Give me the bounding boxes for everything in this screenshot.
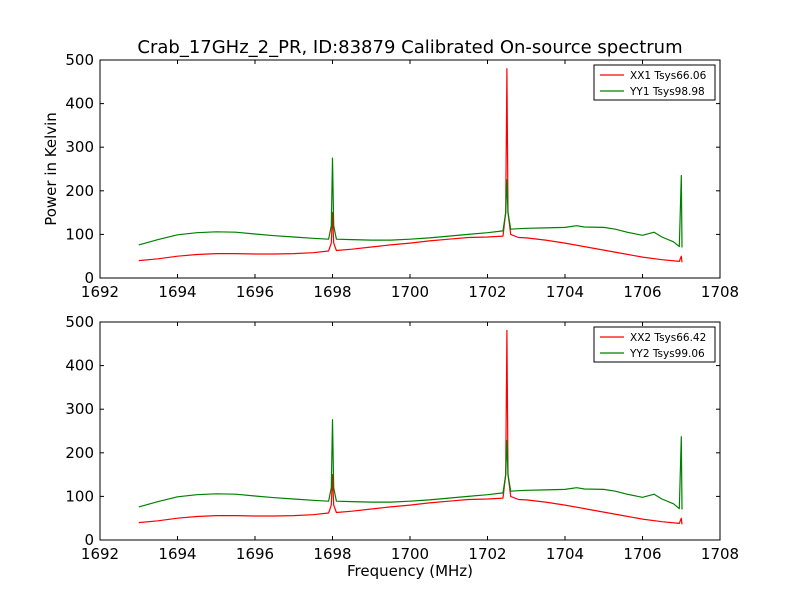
x-tick-label: 1694 [158, 545, 196, 563]
chart-title: Crab_17GHz_2_PR, ID:83879 Calibrated On-… [137, 37, 682, 58]
series-line-xx1 [138, 68, 683, 263]
x-tick-label: 1708 [701, 545, 739, 563]
series-line-yy1 [138, 157, 683, 248]
y-tick-label: 300 [65, 138, 94, 156]
x-tick-label: 1698 [313, 283, 351, 301]
x-tick-label: 1708 [701, 283, 739, 301]
x-tick-label: 1694 [158, 283, 196, 301]
y-tick-label: 200 [65, 182, 94, 200]
y-tick-label: 500 [65, 51, 94, 69]
x-tick-label: 1692 [81, 283, 119, 301]
x-tick-label: 1704 [546, 545, 584, 563]
x-tick-label: 1702 [468, 283, 506, 301]
x-tick-label: 1692 [81, 545, 119, 563]
x-tick-label: 1706 [623, 283, 661, 301]
chart-panel-1: 1692 1694 1696 1698 1700 1702 1704 1706 1708 0 100… [65, 51, 739, 301]
y-tick-label: 500 [65, 313, 94, 331]
series-line-yy2 [138, 419, 683, 510]
panels-group: 1692 1694 1696 1698 1700 1702 1704 1706 1708 0 100… [65, 51, 739, 563]
y-tick-label: 300 [65, 400, 94, 418]
legend-label-yy: YY1 Tsys98.98 [629, 86, 705, 98]
x-tick-label: 1700 [391, 545, 429, 563]
y-tick-label: 200 [65, 444, 94, 462]
x-axis-label: Frequency (MHz) [347, 562, 473, 580]
y-axis-label: Power in Kelvin [42, 112, 60, 226]
y-tick-label: 400 [65, 357, 94, 375]
y-tick-label: 0 [84, 531, 94, 549]
x-tick-label: 1696 [236, 545, 274, 563]
legend-box [593, 64, 716, 101]
legend: XX1 Tsys66.06 YY1 Tsys98.98 [593, 64, 716, 101]
legend: XX2 Tsys66.42 YY2 Tsys99.06 [593, 326, 716, 363]
legend-box [593, 326, 716, 363]
x-tick-label: 1704 [546, 283, 584, 301]
legend-label-yy: YY2 Tsys99.06 [629, 348, 705, 360]
x-tick-label: 1698 [313, 545, 351, 563]
chart-panel-2: 1692 1694 1696 1698 1700 1702 1704 1706 1708 0 100… [65, 313, 739, 563]
x-tick-label: 1706 [623, 545, 661, 563]
legend-label-xx: XX2 Tsys66.42 [630, 332, 706, 344]
y-tick-label: 100 [65, 487, 94, 505]
y-tick-label: 0 [84, 269, 94, 287]
x-tick-label: 1702 [468, 545, 506, 563]
series-line-xx2 [138, 329, 683, 525]
x-tick-label: 1696 [236, 283, 274, 301]
legend-label-xx: XX1 Tsys66.06 [630, 70, 707, 82]
y-tick-label: 100 [65, 225, 94, 243]
y-tick-label: 400 [65, 95, 94, 113]
x-tick-label: 1700 [391, 283, 429, 301]
